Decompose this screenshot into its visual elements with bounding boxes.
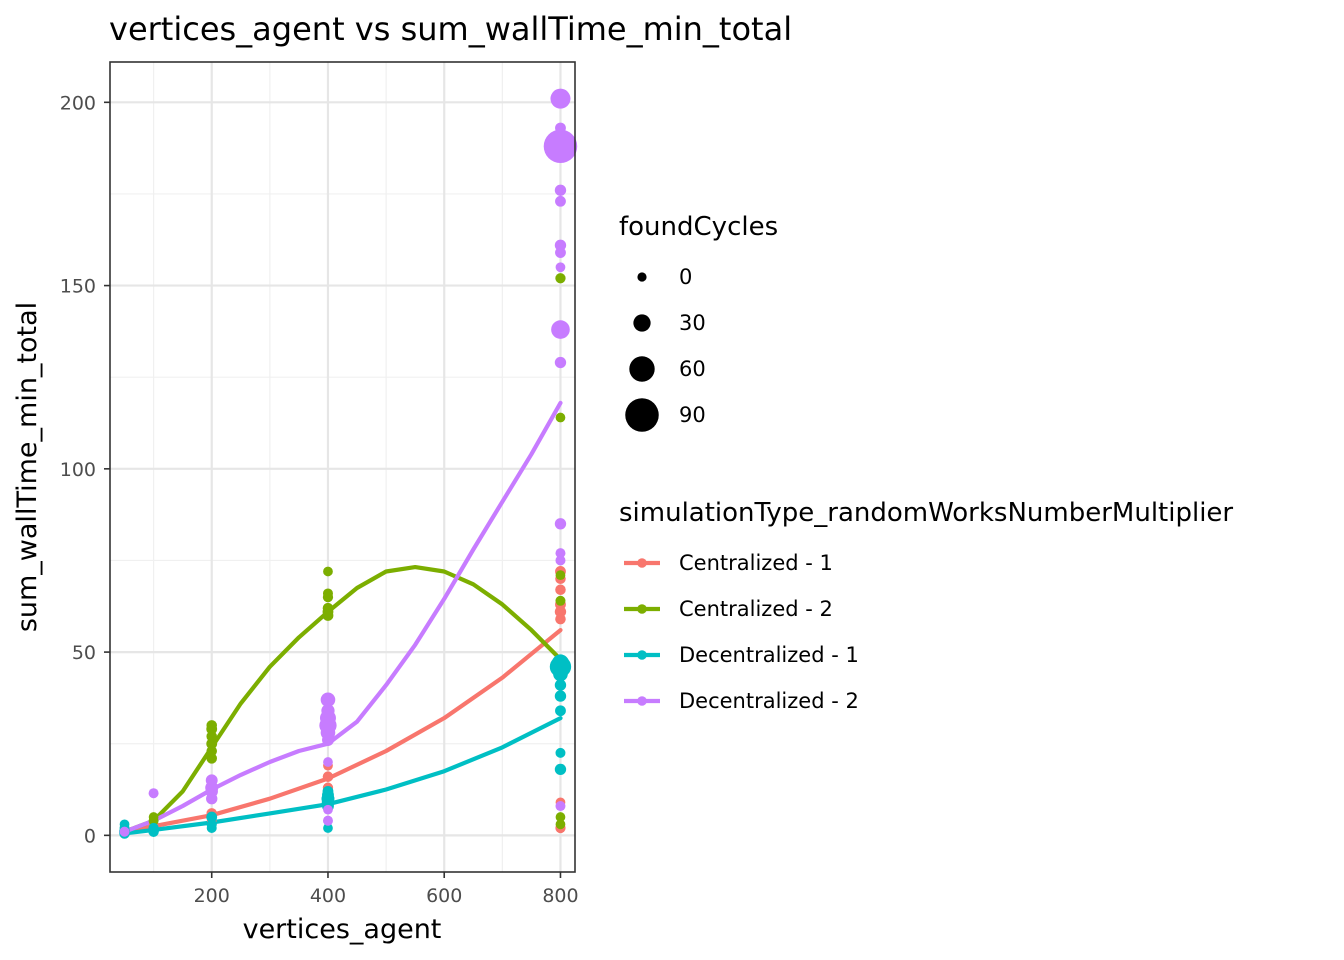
data-point <box>206 753 217 764</box>
data-point <box>555 595 566 606</box>
size-legend: foundCycles 0 30 60 90 <box>619 212 778 432</box>
data-point <box>551 320 570 339</box>
data-point <box>206 738 218 750</box>
data-point <box>323 823 333 833</box>
size-legend-label: 30 <box>679 311 706 335</box>
data-point <box>555 262 566 273</box>
data-point <box>119 826 130 837</box>
color-legend-point <box>637 650 647 660</box>
data-point <box>323 757 333 767</box>
data-point <box>555 812 566 822</box>
color-legend-point <box>637 696 647 706</box>
data-point <box>322 815 333 826</box>
size-legend-label: 60 <box>679 357 706 381</box>
chart-title: vertices_agent vs sum_wallTime_min_total <box>109 10 792 48</box>
data-point <box>322 602 334 614</box>
data-point <box>206 811 218 823</box>
data-point <box>555 412 566 423</box>
smooth-line <box>122 565 563 834</box>
color-legend: simulationType_randomWorksNumberMultipli… <box>619 498 1233 713</box>
data-point <box>555 195 566 207</box>
size-legend-label: 0 <box>679 265 692 289</box>
data-point <box>148 788 159 799</box>
data-point <box>205 774 218 787</box>
data-point <box>320 692 336 708</box>
data-point <box>323 566 333 577</box>
data-point <box>555 801 566 812</box>
data-point <box>554 356 567 369</box>
data-point <box>555 555 566 566</box>
data-point <box>206 720 217 731</box>
data-point <box>119 819 130 830</box>
plot-border <box>109 61 576 873</box>
data-point <box>321 704 335 718</box>
size-legend-label: 90 <box>679 403 706 427</box>
x-tick-label: 800 <box>542 885 578 907</box>
y-tick-label: 150 <box>60 276 96 298</box>
data-point <box>555 705 566 717</box>
data-point <box>323 804 333 815</box>
y-tick-label: 0 <box>84 825 96 847</box>
data-point <box>543 129 578 164</box>
data-point <box>555 584 566 596</box>
size-legend-key <box>637 272 647 282</box>
data-point <box>555 747 566 758</box>
data-point <box>322 588 333 599</box>
data-point <box>550 88 571 109</box>
data-point <box>554 763 567 776</box>
color-legend-title: simulationType_randomWorksNumberMultipli… <box>619 498 1233 528</box>
data-point <box>555 570 566 580</box>
size-legend-key <box>633 314 651 332</box>
data-point <box>553 666 568 682</box>
data-point <box>555 819 566 830</box>
size-legend-key <box>629 356 655 382</box>
color-legend-label: Centralized - 1 <box>679 551 833 575</box>
data-point <box>148 822 159 834</box>
color-legend-point <box>637 558 647 568</box>
data-point <box>554 606 567 618</box>
size-legend-title: foundCycles <box>619 212 778 242</box>
color-legend-label: Centralized - 2 <box>679 597 833 621</box>
data-point <box>555 548 566 559</box>
smooth-line <box>122 400 563 834</box>
y-axis-title: sum_wallTime_min_total <box>12 302 43 632</box>
data-point <box>554 679 567 691</box>
y-tick-label: 200 <box>60 92 96 114</box>
y-tick-label: 100 <box>60 459 96 481</box>
data-point <box>554 184 567 196</box>
x-axis-title: vertices_agent <box>243 914 442 945</box>
data-point <box>551 654 570 672</box>
data-point <box>148 812 159 822</box>
data-point <box>554 690 567 702</box>
data-point <box>322 771 334 782</box>
data-point <box>555 273 566 284</box>
plot-area: 200 400 600 800 0 50 100 150 200 <box>60 61 579 907</box>
y-tick-label: 50 <box>72 642 96 664</box>
data-point <box>322 785 334 797</box>
color-legend-label: Decentralized - 1 <box>679 643 859 667</box>
data-point <box>554 518 567 530</box>
data-point <box>555 247 566 258</box>
color-legend-label: Decentralized - 2 <box>679 689 859 713</box>
x-tick-label: 400 <box>310 885 346 907</box>
x-tick-label: 600 <box>426 885 462 907</box>
size-legend-key <box>625 398 659 432</box>
data-point <box>555 613 566 625</box>
plot-background <box>110 62 575 872</box>
color-legend-point <box>637 604 647 614</box>
x-tick-label: 200 <box>194 885 230 907</box>
